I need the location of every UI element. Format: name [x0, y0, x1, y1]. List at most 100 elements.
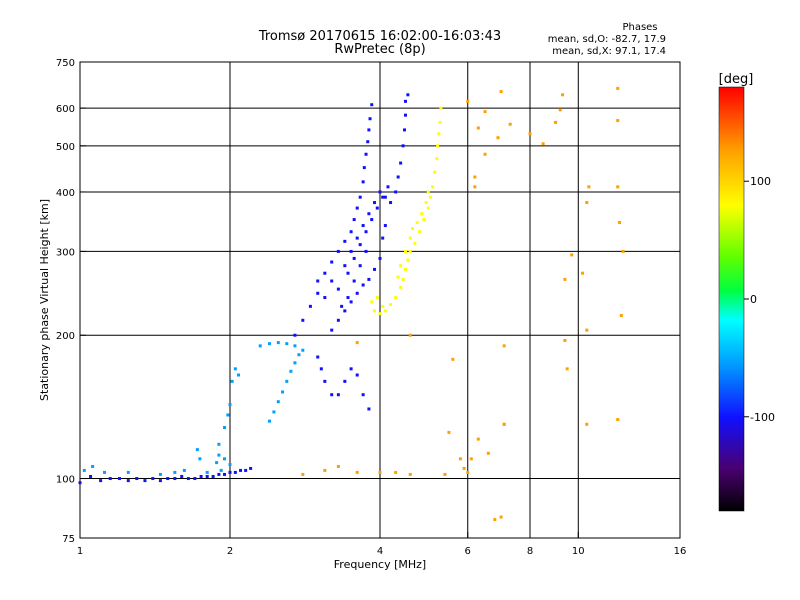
echo-point — [223, 457, 227, 461]
echo-point — [563, 277, 567, 281]
echo-point — [361, 180, 365, 184]
echo-point — [228, 403, 232, 407]
echo-point — [267, 342, 271, 346]
echo-point — [367, 407, 371, 411]
echo-point — [413, 241, 417, 245]
echo-point — [205, 470, 209, 474]
echo-point — [349, 249, 353, 253]
echo-point — [381, 304, 385, 308]
colorbar-gradient — [718, 86, 745, 512]
echo-point — [195, 448, 199, 452]
echo-point — [415, 221, 419, 225]
echo-point — [424, 201, 428, 205]
echo-point — [403, 267, 407, 271]
echo-point — [343, 239, 347, 243]
echo-point — [173, 470, 177, 474]
echo-point — [352, 279, 356, 283]
echo-point — [99, 479, 103, 483]
echo-point — [585, 201, 589, 205]
echo-point — [616, 119, 620, 123]
colorbar-tick-label: 100 — [750, 175, 771, 188]
echo-point — [330, 279, 334, 283]
echo-point — [180, 474, 184, 478]
echo-point — [336, 318, 340, 322]
echo-point — [417, 230, 421, 234]
x-axis-ticks: 1 2 4 6 8 10 16 — [77, 532, 687, 557]
echo-point — [373, 309, 377, 313]
echo-point — [370, 218, 374, 222]
echo-point — [293, 344, 297, 348]
echo-point — [217, 453, 221, 457]
echo-point — [211, 474, 215, 478]
echo-point — [103, 470, 107, 474]
echo-point — [422, 218, 426, 222]
echo-point — [323, 468, 327, 472]
echo-point — [293, 361, 297, 365]
echo-point — [355, 206, 359, 210]
echo-point — [381, 236, 385, 240]
echo-point — [528, 132, 532, 136]
echo-point — [389, 201, 393, 205]
echo-point — [496, 136, 500, 140]
echo-point — [323, 379, 327, 383]
echo-point — [553, 120, 557, 124]
echo-point — [217, 442, 221, 446]
x-tick-label: 16 — [674, 546, 687, 557]
echo-point — [364, 152, 368, 156]
echo-point — [336, 393, 340, 397]
echo-point — [447, 430, 451, 434]
y-tick-label: 400 — [56, 188, 75, 199]
echo-point — [158, 479, 162, 483]
y-axis-ticks: 75 100 200 300 400 500 600 750 — [56, 58, 86, 545]
echo-point — [336, 249, 340, 253]
colorbar-tick-label: -100 — [750, 411, 775, 424]
echo-point — [272, 410, 276, 414]
x-tick-label: 6 — [465, 546, 471, 557]
echo-point — [433, 170, 437, 174]
echo-point — [383, 195, 387, 199]
echo-point — [469, 457, 473, 461]
colorbar-tick-label: 0 — [750, 293, 757, 306]
echo-point — [473, 175, 477, 179]
echo-point — [166, 477, 170, 481]
echo-point — [406, 93, 410, 97]
echo-point — [585, 328, 589, 332]
echo-point — [375, 296, 379, 300]
echo-point — [541, 142, 545, 146]
echo-point — [399, 285, 403, 289]
echo-point — [223, 472, 227, 476]
echo-point — [143, 479, 147, 483]
echo-point — [343, 379, 347, 383]
echo-point — [426, 190, 430, 194]
echo-point — [420, 212, 424, 216]
echo-point — [451, 357, 455, 361]
echo-point — [581, 271, 585, 275]
echo-point — [493, 518, 497, 522]
echo-point — [565, 367, 569, 371]
echo-point — [364, 230, 368, 234]
echo-point — [285, 379, 289, 383]
echo-point — [358, 195, 362, 199]
echo-point — [563, 338, 567, 342]
echo-point — [558, 108, 562, 112]
y-tick-label: 200 — [56, 331, 75, 342]
echo-point — [466, 470, 470, 474]
echo-point — [173, 477, 177, 481]
echo-point — [435, 157, 439, 161]
y-tick-label: 500 — [56, 142, 75, 153]
echo-point — [78, 481, 82, 485]
chart-subtitle: RwPretec (8p) — [334, 42, 425, 57]
echo-point — [355, 470, 359, 474]
echo-point — [443, 472, 447, 476]
echo-point — [336, 287, 340, 291]
echo-point — [370, 103, 374, 107]
echo-point — [618, 221, 622, 225]
colorbar-ticks: 100 0 -100 — [744, 175, 775, 424]
echo-point — [355, 341, 359, 345]
echo-point — [386, 185, 390, 189]
echo-point — [336, 464, 340, 468]
echo-point — [276, 341, 280, 345]
echo-point — [301, 318, 305, 322]
echo-point — [323, 271, 327, 275]
legend-heading: Phases — [622, 22, 657, 33]
